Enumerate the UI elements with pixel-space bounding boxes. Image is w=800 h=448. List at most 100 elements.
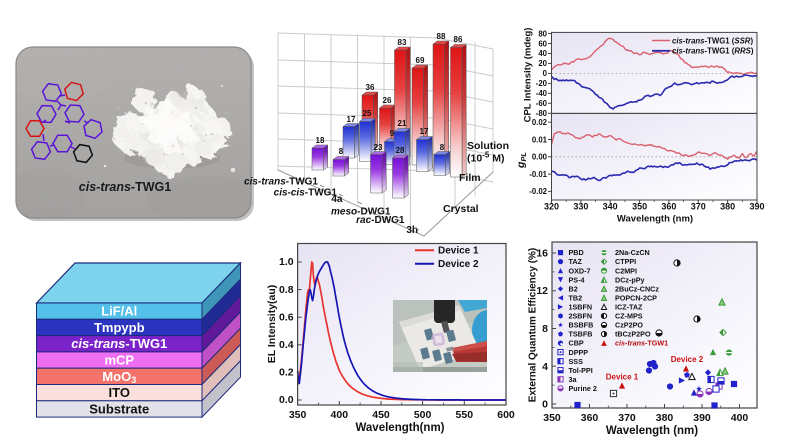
svg-text:Wavelength (nm): Wavelength (nm) xyxy=(606,425,698,437)
svg-text:0.4: 0.4 xyxy=(279,339,294,351)
svg-text:BSBFB: BSBFB xyxy=(569,321,594,330)
svg-text:2BuCz-CNCz: 2BuCz-CNCz xyxy=(615,284,659,293)
svg-text:8: 8 xyxy=(440,143,445,152)
svg-text:360: 360 xyxy=(581,412,599,424)
svg-text:CzP2PO: CzP2PO xyxy=(615,321,643,330)
svg-text:gPL: gPL xyxy=(515,152,528,169)
svg-text:600: 600 xyxy=(497,409,515,421)
svg-text:Film: Film xyxy=(459,172,481,184)
svg-text:MoO3: MoO3 xyxy=(102,369,136,385)
svg-text:External Quantum Efficiency (%: External Quantum Efficiency (%) xyxy=(528,248,539,402)
svg-text:TSBFB: TSBFB xyxy=(569,330,593,339)
svg-text:0.02: 0.02 xyxy=(532,118,548,127)
svg-text:Crystal: Crystal xyxy=(443,203,479,215)
svg-text:-80: -80 xyxy=(536,109,548,118)
svg-text:0.01: 0.01 xyxy=(532,135,548,144)
svg-text:320: 320 xyxy=(544,202,559,212)
svg-text:83: 83 xyxy=(398,38,407,47)
svg-text:0.8: 0.8 xyxy=(279,284,294,296)
svg-text:PBD: PBD xyxy=(569,248,584,257)
svg-text:CZ-MPS: CZ-MPS xyxy=(615,312,643,321)
svg-text:350: 350 xyxy=(289,409,307,421)
svg-text:cis-trans-TWG1: cis-trans-TWG1 xyxy=(79,180,171,194)
svg-text:POPCN-2CP: POPCN-2CP xyxy=(615,294,657,303)
svg-text:21: 21 xyxy=(398,119,407,128)
svg-text:1SBFN: 1SBFN xyxy=(569,303,593,312)
svg-text:17: 17 xyxy=(420,127,429,136)
svg-text:26: 26 xyxy=(383,96,392,105)
svg-text:330: 330 xyxy=(573,202,588,212)
svg-text:Wavelength(nm): Wavelength(nm) xyxy=(355,422,444,434)
svg-text:Device 2: Device 2 xyxy=(438,259,479,270)
svg-text:LiF/Al: LiF/Al xyxy=(101,304,137,319)
svg-text:Device 1: Device 1 xyxy=(438,246,479,257)
svg-text:8: 8 xyxy=(542,323,548,335)
svg-text:88: 88 xyxy=(437,32,446,41)
svg-text:-0.01: -0.01 xyxy=(529,170,547,179)
svg-text:cis-trans-TWG1: cis-trans-TWG1 xyxy=(244,177,318,188)
svg-text:0.6: 0.6 xyxy=(279,311,294,323)
svg-text:3a: 3a xyxy=(569,375,578,384)
svg-text:370: 370 xyxy=(691,202,706,212)
svg-text:cis-trans-TGW1: cis-trans-TGW1 xyxy=(615,339,668,348)
svg-text:0.0: 0.0 xyxy=(279,394,294,406)
svg-text:Purine 2: Purine 2 xyxy=(569,384,597,393)
svg-text:(10-5 M): (10-5 M) xyxy=(467,150,504,165)
svg-text:360: 360 xyxy=(661,202,676,212)
svg-text:18: 18 xyxy=(316,136,325,145)
svg-text:cis-cis-TWG1: cis-cis-TWG1 xyxy=(274,188,338,199)
svg-text:40: 40 xyxy=(538,49,547,58)
svg-text:DPPP: DPPP xyxy=(569,348,589,357)
svg-text:cis-trans-TWG1 (SSR): cis-trans-TWG1 (SSR) xyxy=(672,36,753,45)
svg-text:28: 28 xyxy=(396,146,405,155)
svg-text:400: 400 xyxy=(731,412,749,424)
svg-text:350: 350 xyxy=(543,412,561,424)
svg-text:cis-trans-TWG1 (RRS): cis-trans-TWG1 (RRS) xyxy=(672,47,754,56)
svg-text:390: 390 xyxy=(693,412,711,424)
svg-text:370: 370 xyxy=(618,412,636,424)
svg-text:B2: B2 xyxy=(569,284,578,293)
svg-text:mCP: mCP xyxy=(104,353,134,368)
svg-text:-20: -20 xyxy=(536,79,548,88)
svg-text:9: 9 xyxy=(390,129,395,138)
svg-text:0.00: 0.00 xyxy=(532,153,548,162)
svg-text:450: 450 xyxy=(372,409,390,421)
svg-text:meso-DWG1: meso-DWG1 xyxy=(331,207,391,218)
svg-text:ICZ-TAZ: ICZ-TAZ xyxy=(615,303,643,312)
svg-text:12: 12 xyxy=(536,285,548,297)
svg-text:550: 550 xyxy=(456,409,474,421)
svg-text:1.0: 1.0 xyxy=(279,256,294,268)
svg-text:cis-trans-TWG1: cis-trans-TWG1 xyxy=(71,336,167,351)
svg-text:20: 20 xyxy=(538,59,547,68)
svg-text:8: 8 xyxy=(339,147,344,156)
svg-text:0: 0 xyxy=(543,69,548,78)
svg-text:EL Intensity(au): EL Intensity(au) xyxy=(266,285,278,364)
svg-text:400: 400 xyxy=(331,409,349,421)
svg-text:TAZ: TAZ xyxy=(569,257,583,266)
svg-text:17: 17 xyxy=(347,115,356,124)
svg-text:2Na-CzCN: 2Na-CzCN xyxy=(615,248,650,257)
svg-text:Device 1: Device 1 xyxy=(606,373,639,382)
svg-text:C2MPI: C2MPI xyxy=(615,266,637,275)
svg-text:CTPPI: CTPPI xyxy=(615,257,636,266)
svg-text:SSS: SSS xyxy=(569,357,584,366)
svg-text:25: 25 xyxy=(363,109,372,118)
svg-text:350: 350 xyxy=(632,202,647,212)
svg-text:3h: 3h xyxy=(406,225,418,236)
svg-text:CPL Intensity (mdeg): CPL Intensity (mdeg) xyxy=(523,28,534,123)
svg-text:500: 500 xyxy=(414,409,432,421)
svg-text:16: 16 xyxy=(536,248,548,260)
svg-text:380: 380 xyxy=(656,412,674,424)
svg-text:60: 60 xyxy=(538,39,547,48)
svg-text:Substrate: Substrate xyxy=(89,402,149,417)
svg-text:340: 340 xyxy=(603,202,618,212)
svg-text:Device 2: Device 2 xyxy=(671,355,704,364)
svg-text:ITO: ITO xyxy=(109,385,130,400)
svg-text:380: 380 xyxy=(720,202,735,212)
svg-text:69: 69 xyxy=(416,56,425,65)
svg-text:Wavelength (nm): Wavelength (nm) xyxy=(617,214,693,225)
svg-text:2SBFN: 2SBFN xyxy=(569,312,593,321)
svg-text:Solution: Solution xyxy=(467,140,509,152)
svg-text:4: 4 xyxy=(542,361,548,373)
svg-text:80: 80 xyxy=(538,29,547,38)
